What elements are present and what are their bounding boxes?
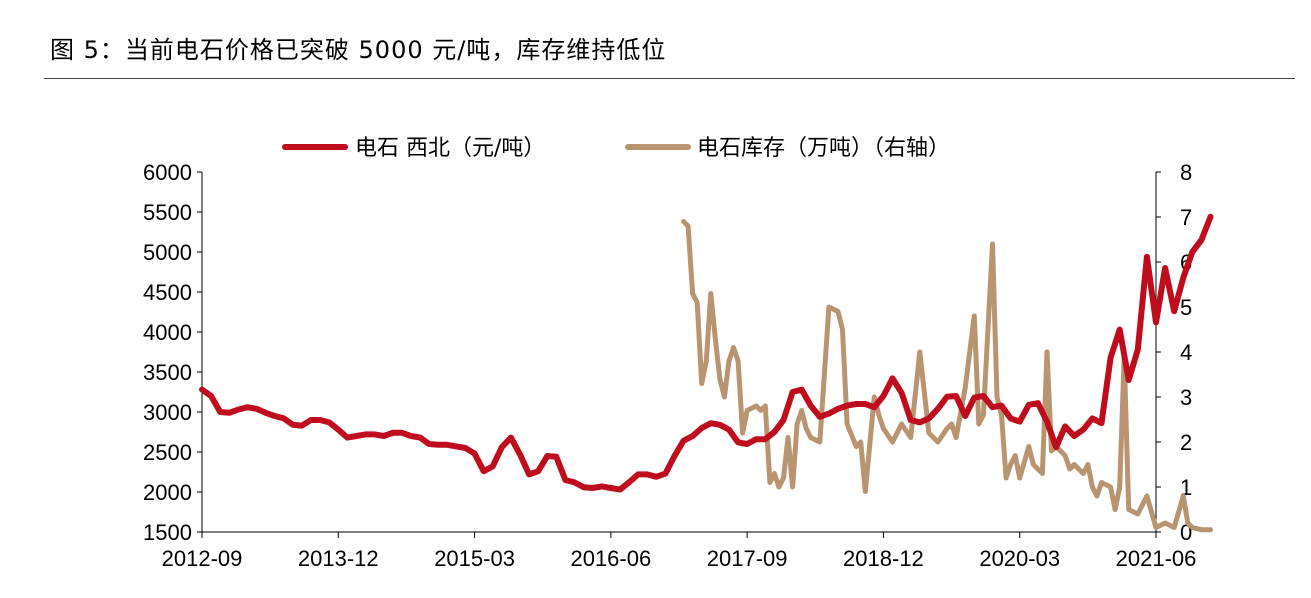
- axes: 1500 2000 2500 3000 3500 4000 4500 5000 5500 6000…: [143, 160, 1196, 571]
- legend-label-inventory: 电石库存（万吨）（右轴）: [697, 136, 950, 161]
- y-left-tick-label: 3000: [143, 400, 192, 425]
- y-left-tick-label: 4500: [143, 280, 192, 305]
- y-right-tick-label: 5: [1180, 295, 1192, 320]
- y-right-tick-label: 3: [1180, 385, 1192, 410]
- x-tick-label: 2013-12: [298, 546, 379, 571]
- series-line-inventory: [681, 219, 1213, 533]
- series-line-price: [199, 213, 1214, 493]
- x-tick-label: 2020-03: [979, 546, 1060, 571]
- title-divider: [44, 78, 1295, 79]
- y-right-tick-label: 4: [1180, 340, 1192, 365]
- y-left-tick-label: 5000: [143, 240, 192, 265]
- x-tick-label: 2021-06: [1116, 546, 1197, 571]
- x-tick-label: 2017-09: [707, 546, 788, 571]
- y-right-tick-label: 8: [1180, 160, 1192, 185]
- y-left-tick-label: 6000: [143, 160, 192, 185]
- x-tick-label: 2015-03: [434, 546, 515, 571]
- x-tick-label: 2012-09: [162, 546, 243, 571]
- series-layer: [199, 213, 1214, 533]
- x-tick-label: 2016-06: [570, 546, 651, 571]
- y-left-tick-label: 3500: [143, 360, 192, 385]
- y-right-tick-label: 7: [1180, 205, 1192, 230]
- y-left-tick-label: 1500: [143, 520, 192, 545]
- y-left-tick-label: 4000: [143, 320, 192, 345]
- legend: 电石 西北（元/吨） 电石库存（万吨）（右轴）: [282, 136, 950, 161]
- y-left-tick-label: 5500: [143, 200, 192, 225]
- y-left-tick-label: 2500: [143, 440, 192, 465]
- y-right-tick-label: 2: [1180, 430, 1192, 455]
- figure-title: 图 5：当前电石价格已突破 5000 元/吨，库存维持低位: [50, 36, 667, 64]
- legend-label-price: 电石 西北（元/吨）: [355, 136, 545, 161]
- x-tick-label: 2018-12: [843, 546, 924, 571]
- y-left-tick-label: 2000: [143, 480, 192, 505]
